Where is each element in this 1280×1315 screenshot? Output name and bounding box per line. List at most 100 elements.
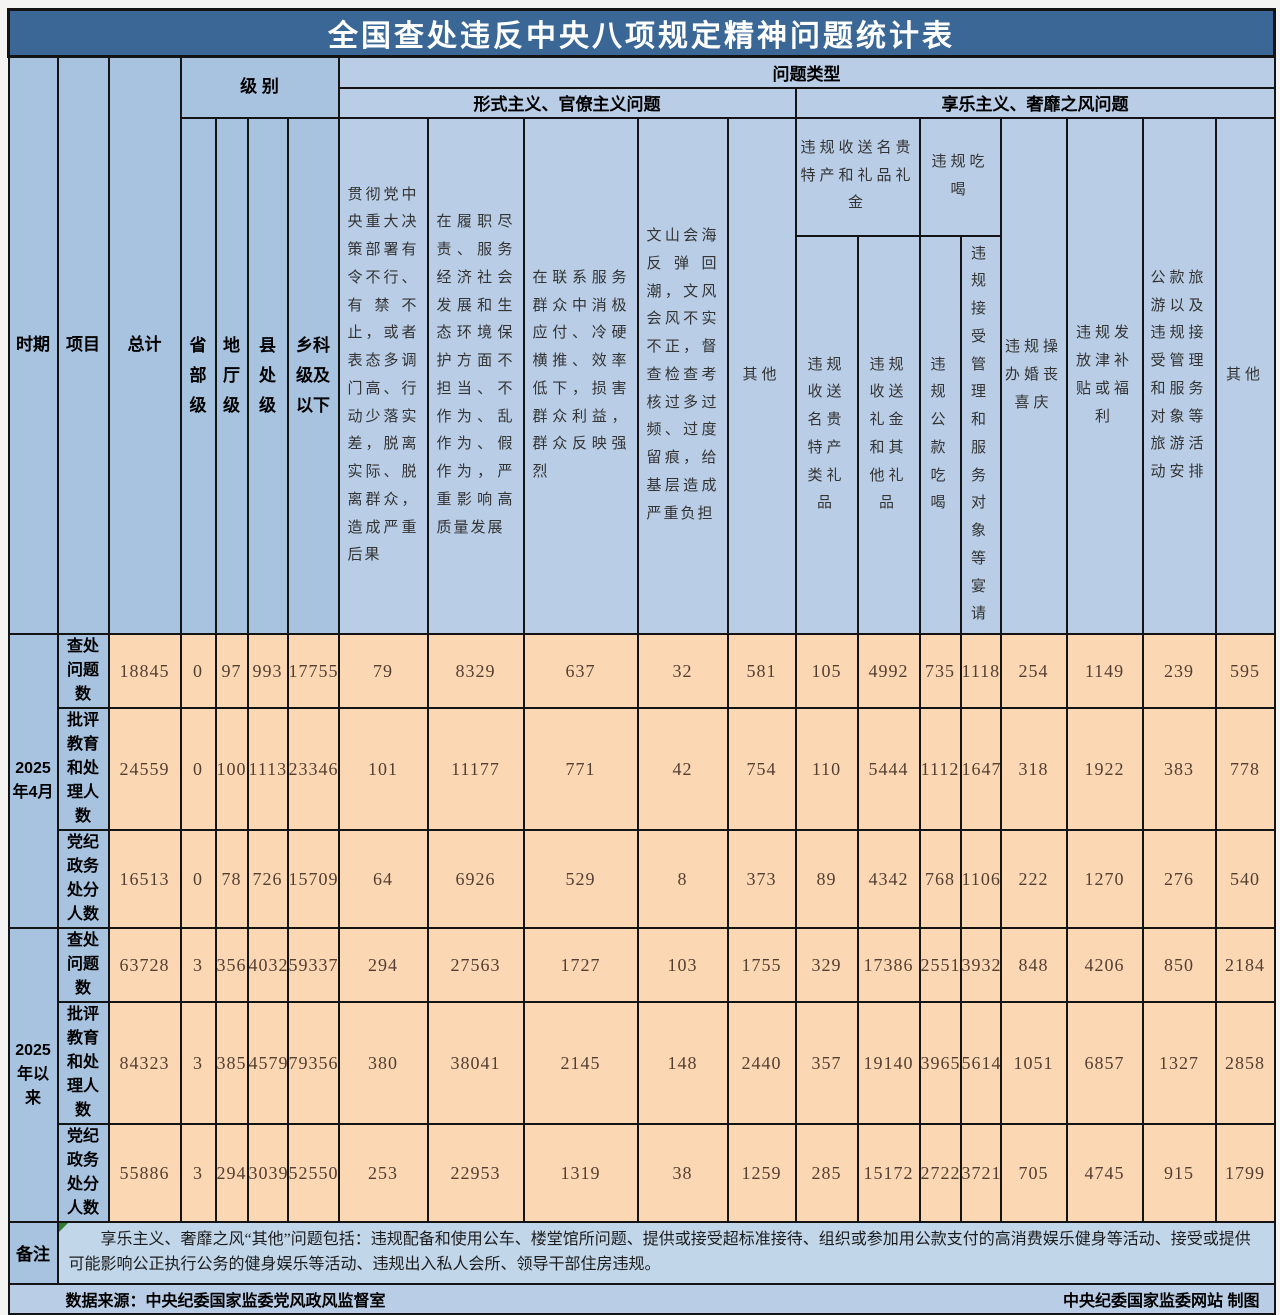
value-cell: 105 — [794, 633, 859, 709]
col-header-formalism-other: 其他 — [726, 116, 797, 635]
value-cell: 6926 — [426, 829, 525, 929]
value-cell: 1113 — [246, 707, 289, 831]
col-group-banquets: 违规吃喝 — [918, 116, 1002, 237]
value-cell: 778 — [1214, 707, 1276, 831]
value-cell: 8 — [636, 829, 729, 929]
page-title: 全国查处违反中央八项规定精神问题统计表 — [7, 8, 1276, 58]
value-cell: 79356 — [286, 1001, 340, 1125]
value-cell: 101 — [337, 707, 429, 831]
value-cell: 915 — [1141, 1123, 1217, 1223]
row-label: 批评教育和处理人数 — [56, 707, 110, 831]
corner-marker-icon — [59, 1223, 68, 1232]
value-cell: 726 — [246, 829, 289, 929]
col-header-formalism-2: 在履职尽责、服务经济社会发展和生态环境保护方面不担当、不作为、乱作为、假作为，严… — [426, 116, 525, 635]
value-cell: 19140 — [856, 1001, 921, 1125]
col-header-weddings-funerals: 违规操办婚丧喜庆 — [999, 116, 1068, 635]
value-cell: 294 — [337, 927, 429, 1003]
value-cell: 1051 — [999, 1001, 1068, 1125]
col-header-hedonism-other: 其他 — [1214, 116, 1276, 635]
row-label: 党纪政务处分人数 — [56, 1123, 110, 1223]
col-header-specialty-gifts: 违规收送名贵特产类礼品 — [794, 234, 859, 635]
col-group-formalism: 形式主义、官僚主义问题 — [337, 86, 797, 119]
remark-text: 享乐主义、奢靡之风“其他”问题包括：违规配备和使用公车、楼堂馆所问题、提供或接受… — [56, 1221, 1276, 1285]
value-cell: 1118 — [959, 633, 1002, 709]
value-cell: 4032 — [246, 927, 289, 1003]
value-cell: 79 — [337, 633, 429, 709]
value-cell: 55886 — [107, 1123, 182, 1223]
credit-text: 中央纪委国家监委网站 制图 — [1063, 1292, 1260, 1310]
value-cell: 1922 — [1065, 707, 1144, 831]
value-cell: 3 — [179, 1001, 217, 1125]
row-label: 查处问题数 — [56, 927, 110, 1003]
value-cell: 2184 — [1214, 927, 1276, 1003]
value-cell: 385 — [214, 1001, 249, 1125]
value-cell: 540 — [1214, 829, 1276, 929]
value-cell: 3039 — [246, 1123, 289, 1223]
value-cell: 285 — [794, 1123, 859, 1223]
remark-text-content: 享乐主义、奢靡之风“其他”问题包括：违规配备和使用公车、楼堂馆所问题、提供或接受… — [68, 1231, 1251, 1273]
value-cell: 768 — [918, 829, 962, 929]
value-cell: 357 — [794, 1001, 859, 1125]
value-cell: 850 — [1141, 927, 1217, 1003]
value-cell: 1259 — [726, 1123, 797, 1223]
value-cell: 705 — [999, 1123, 1068, 1223]
col-header-period: 时期 — [7, 55, 59, 635]
statistics-table-page: 全国查处违反中央八项规定精神问题统计表 时期 项目 总计 级 别 问题类型 形式… — [7, 8, 1276, 1315]
col-header-public-funded-dining: 违规公款吃喝 — [918, 234, 962, 635]
col-header-banquet-invitations: 违规接受管理和服务对象等宴请 — [959, 234, 1002, 635]
value-cell: 1327 — [1141, 1001, 1217, 1125]
value-cell: 2145 — [522, 1001, 639, 1125]
col-group-hedonism: 享乐主义、奢靡之风问题 — [794, 86, 1276, 119]
value-cell: 1270 — [1065, 829, 1144, 929]
col-header-level-township: 乡科级及以下 — [286, 116, 340, 635]
statistics-table: 全国查处违反中央八项规定精神问题统计表 时期 项目 总计 级 别 问题类型 形式… — [7, 8, 1276, 1315]
remark-label: 备注 — [7, 1221, 59, 1285]
value-cell: 4342 — [856, 829, 921, 929]
col-header-level-county: 县处级 — [246, 116, 289, 635]
value-cell: 15172 — [856, 1123, 921, 1223]
value-cell: 1755 — [726, 927, 797, 1003]
value-cell: 0 — [179, 829, 217, 929]
value-cell: 529 — [522, 829, 639, 929]
value-cell: 3932 — [959, 927, 1002, 1003]
value-cell: 254 — [999, 633, 1068, 709]
value-cell: 38 — [636, 1123, 729, 1223]
value-cell: 318 — [999, 707, 1068, 831]
value-cell: 735 — [918, 633, 962, 709]
value-cell: 6857 — [1065, 1001, 1144, 1125]
table-footer: 数据来源：中央纪委国家监委党风政风监督室 中央纪委国家监委网站 制图 — [7, 1282, 1276, 1315]
value-cell: 3965 — [918, 1001, 962, 1125]
col-header-level-prefecture: 地厅级 — [214, 116, 249, 635]
value-cell: 17755 — [286, 633, 340, 709]
value-cell: 356 — [214, 927, 249, 1003]
col-group-problem-type: 问题类型 — [337, 55, 1276, 89]
value-cell: 239 — [1141, 633, 1217, 709]
value-cell: 2551 — [918, 927, 962, 1003]
value-cell: 42 — [636, 707, 729, 831]
value-cell: 380 — [337, 1001, 429, 1125]
value-cell: 294 — [214, 1123, 249, 1223]
value-cell: 276 — [1141, 829, 1217, 929]
value-cell: 110 — [794, 707, 859, 831]
value-cell: 100 — [214, 707, 249, 831]
value-cell: 848 — [999, 927, 1068, 1003]
value-cell: 4992 — [856, 633, 921, 709]
value-cell: 2440 — [726, 1001, 797, 1125]
value-cell: 16513 — [107, 829, 182, 929]
value-cell: 3721 — [959, 1123, 1002, 1223]
col-header-level-province: 省部级 — [179, 116, 217, 635]
value-cell: 771 — [522, 707, 639, 831]
value-cell: 22953 — [426, 1123, 525, 1223]
value-cell: 2858 — [1214, 1001, 1276, 1125]
value-cell: 97 — [214, 633, 249, 709]
value-cell: 59337 — [286, 927, 340, 1003]
value-cell: 5614 — [959, 1001, 1002, 1125]
value-cell: 4745 — [1065, 1123, 1144, 1223]
value-cell: 38041 — [426, 1001, 525, 1125]
value-cell: 2722 — [918, 1123, 962, 1223]
col-header-item: 项目 — [56, 55, 110, 635]
value-cell: 595 — [1214, 633, 1276, 709]
value-cell: 1647 — [959, 707, 1002, 831]
value-cell: 0 — [179, 633, 217, 709]
value-cell: 27563 — [426, 927, 525, 1003]
